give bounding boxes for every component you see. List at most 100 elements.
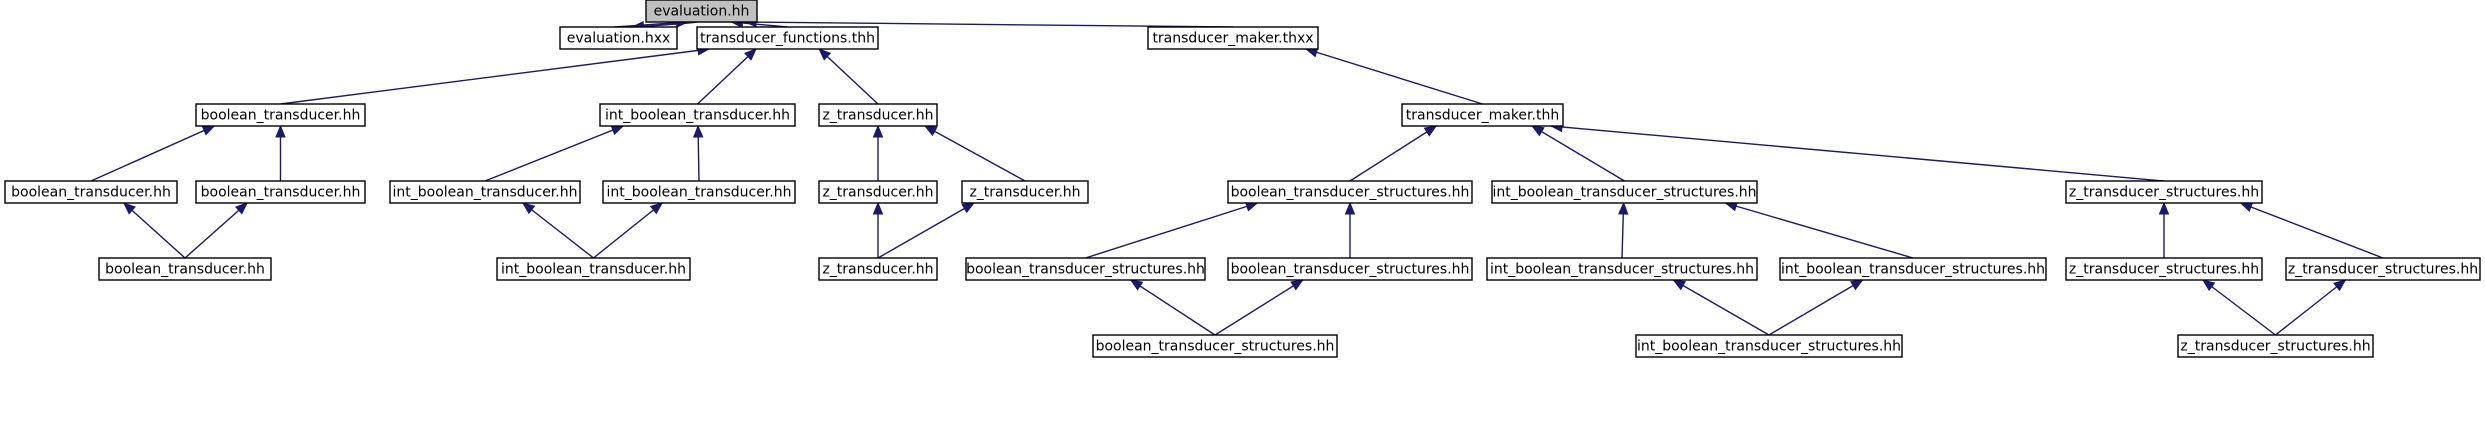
node-label: int_boolean_transducer.hh [393,185,578,201]
edge-line [1085,202,1258,259]
include-edge [1344,201,1356,258]
edge-arrowhead [1423,125,1438,137]
file-node-z-transducer-structures-hh[interactable]: z_transducer_structures.hh [2177,334,2374,358]
file-node-transducer-functions-thh[interactable]: transducer_functions.thh [696,26,879,50]
node-label: boolean_transducer.hh [11,185,171,201]
node-box [645,0,758,23]
node-box [1147,26,1319,50]
file-node-z-transducer-structures-hh[interactable]: z_transducer_structures.hh [2285,257,2481,281]
include-edge [1304,47,1483,105]
edge-line [697,48,757,105]
include-edge [1349,125,1438,182]
node-box [195,103,366,127]
node-box [818,180,938,204]
include-edge [877,202,976,259]
node-label: boolean_transducer_structures.hh [1231,262,1470,278]
file-node-z-transducer-hh[interactable]: z_transducer.hh [818,257,938,281]
node-label: z_transducer_structures.hh [2180,339,2370,355]
node-label: z_transducer_structures.hh [2069,185,2259,201]
file-node-evaluation-hxx[interactable]: evaluation.hxx [559,26,678,50]
file-node-evaluation-hh[interactable]: evaluation.hh [645,0,758,23]
edge-arrowhead [1290,279,1304,291]
node-label: transducer_maker.thxx [1152,31,1313,47]
edge-line [1349,125,1437,182]
file-node-boolean-transducer-hh[interactable]: boolean_transducer.hh [195,103,366,127]
file-node-int-boolean-transducer-hh[interactable]: int_boolean_transducer.hh [389,180,581,204]
include-edge [872,124,884,181]
node-label: boolean_transducer_structures.hh [966,262,1205,278]
node-box [4,180,178,204]
node-label: boolean_transducer_structures.hh [1231,185,1470,201]
edge-arrowhead [1129,279,1144,291]
edge-line [2240,202,2384,259]
node-box [1635,334,1903,358]
edge-line [1673,279,1770,336]
node-box [818,103,938,127]
node-box [599,103,796,127]
file-node-boolean-transducer-structures-hh[interactable]: boolean_transducer_structures.hh [1227,180,1473,204]
file-node-z-transducer-structures-hh[interactable]: z_transducer_structures.hh [2065,257,2263,281]
file-node-int-boolean-transducer-hh[interactable]: int_boolean_transducer.hh [599,103,796,127]
file-node-z-transducer-hh[interactable]: z_transducer.hh [818,180,938,204]
file-node-boolean-transducer-hh[interactable]: boolean_transducer.hh [98,257,272,281]
file-node-boolean-transducer-structures-hh[interactable]: boolean_transducer_structures.hh [1227,257,1473,281]
include-edge [1531,125,1625,182]
edge-line [924,125,1026,182]
include-edge [1214,279,1304,336]
node-box [965,257,1206,281]
node-label: z_transducer.hh [969,185,1080,201]
include-edge [280,45,711,105]
edge-line [280,48,710,105]
file-node-int-boolean-transducer-structures-hh[interactable]: int_boolean_transducer_structures.hh [1635,334,1903,358]
file-node-int-boolean-transducer-structures-hh[interactable]: int_boolean_transducer_structures.hh [1779,257,2047,281]
edge-arrowhead [2239,202,2254,213]
file-node-z-transducer-structures-hh[interactable]: z_transducer_structures.hh [2065,180,2263,204]
edge-line [2275,279,2346,336]
node-box [2177,334,2374,358]
include-edge [818,48,879,105]
file-node-boolean-transducer-structures-hh[interactable]: boolean_transducer_structures.hh [1092,334,1338,358]
node-label: int_boolean_transducer_structures.hh [1490,262,1754,278]
node-label: z_transducer.hh [822,108,933,124]
node-box [2065,180,2263,204]
node-label: boolean_transducer.hh [201,108,361,124]
file-node-z-transducer-hh[interactable]: z_transducer.hh [961,180,1089,204]
include-edge [743,16,1234,28]
node-label: evaluation.hxx [567,31,671,47]
node-box [496,257,691,281]
include-edge [872,201,884,258]
node-box [1401,103,1564,127]
include-edge [122,202,186,259]
include-edge [2275,279,2347,336]
node-label: int_boolean_transducer.hh [605,108,790,124]
file-node-int-boolean-transducer-hh[interactable]: int_boolean_transducer.hh [602,180,796,204]
edge-line [1768,279,1863,336]
node-label: int_boolean_transducer.hh [501,262,686,278]
node-label: int_boolean_transducer_structures.hh [1492,185,1756,201]
file-node-boolean-transducer-hh[interactable]: boolean_transducer.hh [4,180,178,204]
include-edge [692,124,704,182]
edge-line [1725,202,1914,259]
edge-line [744,21,1234,28]
edge-arrowhead [649,202,664,215]
edge-arrowhead [610,125,625,136]
node-box [961,180,1089,204]
edge-arrowhead [234,202,249,215]
edge-line [1550,125,2165,182]
file-node-transducer-maker-thxx[interactable]: transducer_maker.thxx [1147,26,1319,50]
file-node-int-boolean-transducer-hh[interactable]: int_boolean_transducer.hh [496,257,691,281]
file-node-boolean-transducer-structures-hh[interactable]: boolean_transducer_structures.hh [965,257,1206,281]
graph-edges [90,16,2384,336]
node-box [1092,334,1338,358]
file-node-boolean-transducer-hh[interactable]: boolean_transducer.hh [195,180,366,204]
include-edge [184,202,249,259]
edge-line [90,125,215,182]
file-node-int-boolean-transducer-structures-hh[interactable]: int_boolean_transducer_structures.hh [1486,257,1758,281]
file-node-int-boolean-transducer-structures-hh[interactable]: int_boolean_transducer_structures.hh [1491,180,1758,204]
include-edge [2158,201,2170,258]
edge-arrowhead [923,125,938,137]
node-box [1779,257,2047,281]
file-node-z-transducer-hh[interactable]: z_transducer.hh [818,103,938,127]
include-edge [923,125,1026,182]
file-node-transducer-maker-thh[interactable]: transducer_maker.thh [1401,103,1564,127]
